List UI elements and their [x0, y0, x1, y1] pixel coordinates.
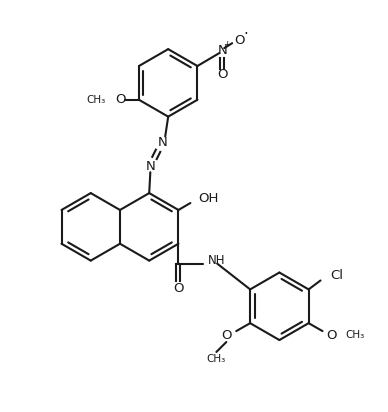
Text: OH: OH — [198, 192, 219, 204]
Text: NH: NH — [208, 254, 226, 267]
Text: CH₃: CH₃ — [86, 95, 105, 105]
Text: CH₃: CH₃ — [345, 330, 365, 340]
Text: N: N — [146, 160, 155, 173]
Text: O: O — [217, 68, 227, 82]
Text: ·: · — [244, 27, 248, 42]
Text: +: + — [223, 40, 231, 49]
Text: N: N — [158, 136, 167, 149]
Text: O: O — [115, 93, 125, 106]
Text: CH₃: CH₃ — [207, 354, 226, 364]
Text: O: O — [326, 328, 337, 342]
Text: Cl: Cl — [331, 269, 343, 282]
Text: O: O — [173, 282, 184, 295]
Text: N: N — [217, 44, 227, 56]
Text: O: O — [221, 328, 232, 342]
Text: O: O — [234, 34, 244, 47]
